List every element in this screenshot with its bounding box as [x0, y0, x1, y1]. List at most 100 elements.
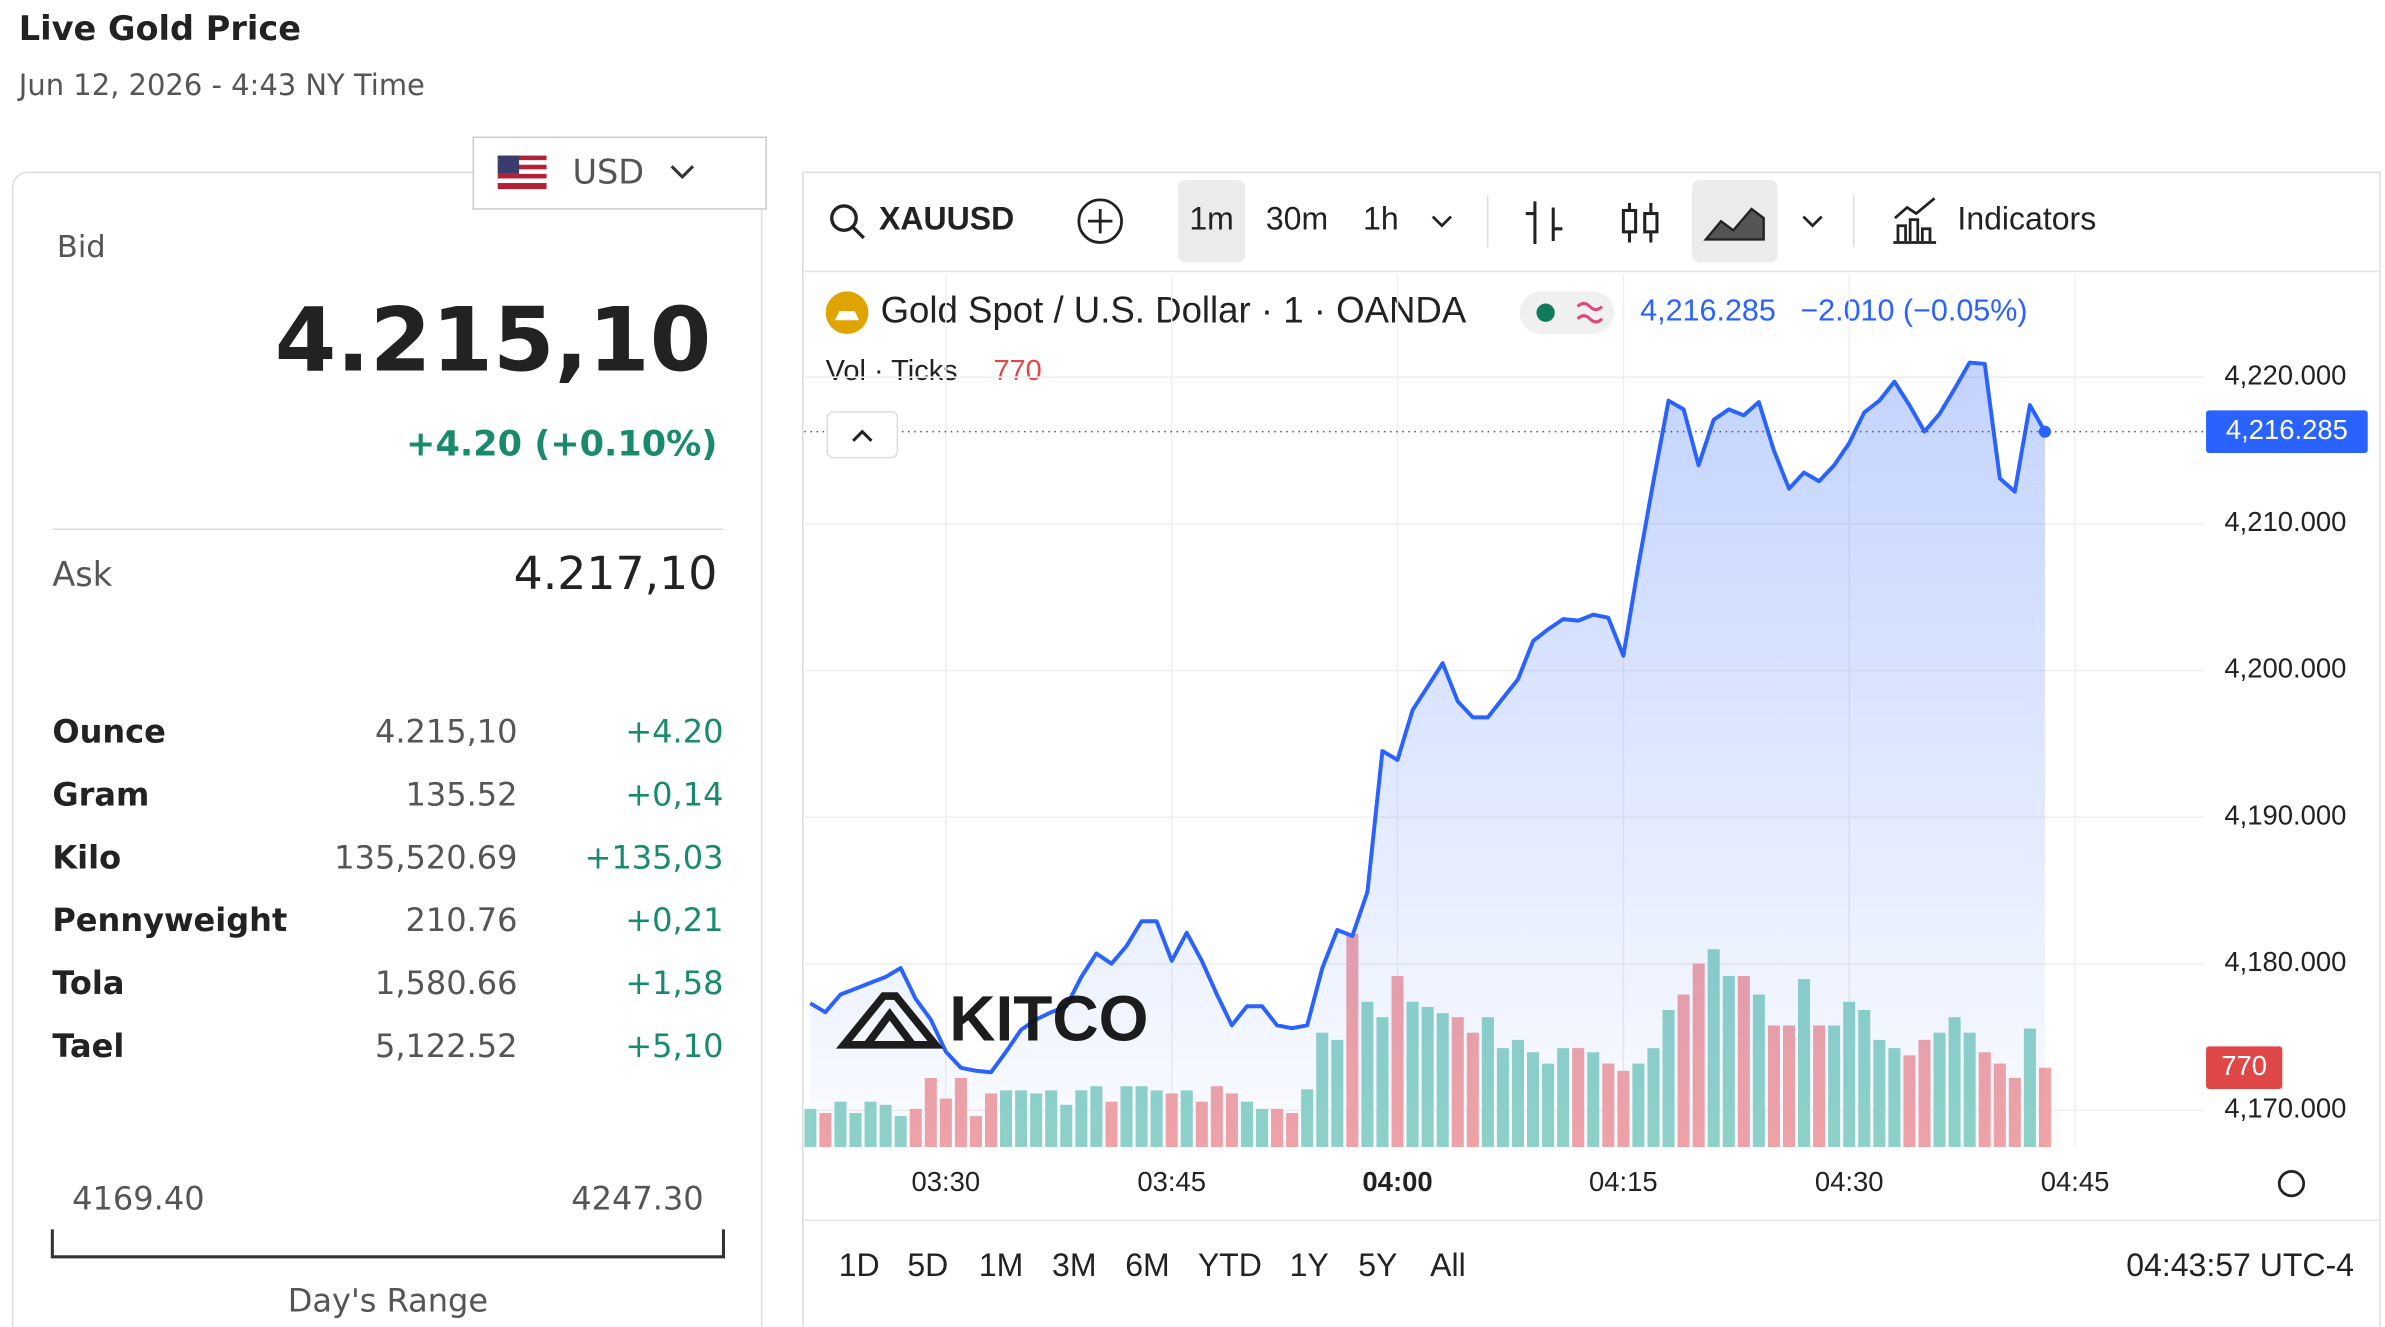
y-tick-label: 4,210.000	[2224, 506, 2346, 537]
chart-title: Gold Spot / U.S. Dollar · 1 · OANDA	[881, 289, 1467, 330]
volume-tag	[2206, 1046, 2283, 1090]
x-tick-label: 03:45	[1137, 1166, 1206, 1197]
x-tick-label: 04:00	[1362, 1166, 1432, 1197]
range-button[interactable]: 1D	[839, 1247, 880, 1283]
unit-price: 210.76	[406, 901, 518, 939]
volume-title: Vol · Ticks	[826, 355, 958, 387]
candle-icon	[1621, 208, 1638, 234]
search-icon[interactable]	[830, 204, 858, 232]
currency[interactable]: USD	[572, 152, 644, 191]
range-label: Day's Range	[288, 1282, 488, 1320]
price-card	[11, 171, 763, 1327]
range-button[interactable]: 5Y	[1358, 1247, 1397, 1283]
candle-icon	[1643, 212, 1659, 234]
y-tick-label: 4,170.000	[2224, 1093, 2346, 1124]
ask-label: Ask	[52, 555, 112, 594]
unit-price: 1,580.66	[375, 964, 518, 1002]
unit-change: +0,21	[625, 901, 723, 939]
unit-name: Pennyweight	[52, 901, 287, 939]
coin-bar	[834, 311, 860, 321]
area-icon	[1703, 207, 1765, 241]
date: Jun 12, 2026 - 4:43 NY Time	[17, 68, 425, 102]
x-tick-label: 04:15	[1589, 1166, 1658, 1197]
flag-stripe	[497, 178, 547, 184]
interval-selected	[1178, 179, 1246, 263]
unit-price: 5,122.52	[375, 1027, 518, 1065]
indicators[interactable]: Indicators	[1957, 201, 2096, 237]
logo-mark	[835, 992, 944, 1049]
range-low: 4169.40	[72, 1179, 204, 1217]
unit-change: +4.20	[625, 713, 723, 751]
x-tick-label: 03:30	[912, 1166, 981, 1197]
last-point	[2038, 425, 2052, 438]
range-button[interactable]: 1M	[979, 1247, 1023, 1283]
price-change: −2.010 (−0.05%)	[1800, 294, 2027, 328]
watermark: KITCO	[835, 982, 1148, 1054]
unit-price: 4.215,10	[375, 713, 518, 751]
unit-change: +1,58	[625, 964, 723, 1002]
chevron	[670, 165, 695, 180]
bars-icon[interactable]	[1525, 201, 1563, 245]
chevron[interactable]	[1802, 215, 1823, 228]
chart-type-selected[interactable]	[1692, 179, 1778, 263]
symbol[interactable]: XAUUSD	[879, 201, 1014, 237]
add-symbol[interactable]	[1077, 198, 1123, 244]
unit-change: +135,03	[585, 838, 724, 876]
volume-tag-label: 770	[2221, 1050, 2267, 1081]
ask-price: 4.217,10	[514, 547, 718, 600]
currency-select[interactable]: USD	[472, 136, 767, 210]
y-tick-label: 4,180.000	[2224, 946, 2346, 977]
price-line	[809, 360, 2047, 1075]
range-button[interactable]: All	[1430, 1247, 1466, 1283]
range-button[interactable]: 6M	[1125, 1247, 1169, 1283]
volume-last: 770	[993, 355, 1041, 387]
unit-price: 135,520.69	[334, 838, 517, 876]
status-pill	[1519, 291, 1615, 335]
price-tag	[2206, 410, 2368, 454]
chevron[interactable]	[1431, 215, 1453, 228]
bid-price: 4.215,10	[275, 289, 711, 392]
collapse-button[interactable]	[826, 411, 899, 459]
x-tick-label: 04:30	[1815, 1166, 1884, 1197]
y-tick-label: 4,190.000	[2224, 799, 2346, 830]
unit-name: Ounce	[52, 713, 165, 751]
range-button[interactable]: 3M	[1052, 1247, 1096, 1283]
unit-change: +0,14	[625, 776, 723, 814]
unit-name: Tola	[52, 964, 124, 1002]
interval[interactable]: 1m	[1189, 201, 1233, 237]
unit-name: Kilo	[52, 838, 121, 876]
bid-label: Bid	[57, 230, 106, 265]
range-bar	[50, 1229, 725, 1259]
flag-stripe	[497, 169, 547, 174]
flag-canton	[497, 155, 520, 174]
market-open-dot	[1536, 303, 1555, 322]
y-tick-label: 4,200.000	[2224, 653, 2346, 684]
range-button[interactable]: 1Y	[1290, 1247, 1329, 1283]
indicators-icon[interactable]	[1893, 197, 1937, 244]
plot-area	[804, 360, 2051, 1148]
range-button[interactable]: YTD	[1198, 1247, 1262, 1283]
unit-price: 135.52	[406, 776, 518, 814]
last-price: 4,216.285	[1640, 294, 1776, 328]
plot: 4,170.000 4,180.000 4,190.000 4,200.000 4,21…	[804, 274, 2368, 1197]
price-area	[810, 362, 2045, 1148]
unit-name: Tael	[52, 1027, 124, 1065]
settings-icon[interactable]	[2277, 1170, 2306, 1198]
search-icon	[851, 226, 865, 240]
clock: 04:43:57 UTC-4	[2126, 1247, 2354, 1283]
interval[interactable]: 30m	[1266, 201, 1328, 237]
chevron	[852, 429, 873, 442]
price-tag-label: 4,216.285	[2226, 414, 2348, 445]
watermark-text: KITCO	[949, 982, 1148, 1054]
unit-table: Ounce 4.215,10 +4.20 Gram 135.52 +0,14 Kilo 135…	[52, 713, 723, 1065]
plus	[1088, 208, 1113, 234]
bid-change: +4.20 (+0.10%)	[406, 423, 717, 464]
page-title: Live Gold Price	[19, 9, 301, 48]
unit-name: Gram	[52, 776, 149, 814]
range-button[interactable]: 5D	[907, 1247, 948, 1283]
delayed-icon	[1576, 302, 1604, 324]
unit-change: +5,10	[625, 1027, 723, 1065]
interval[interactable]: 1h	[1363, 201, 1399, 237]
flag-stripe	[497, 160, 547, 165]
